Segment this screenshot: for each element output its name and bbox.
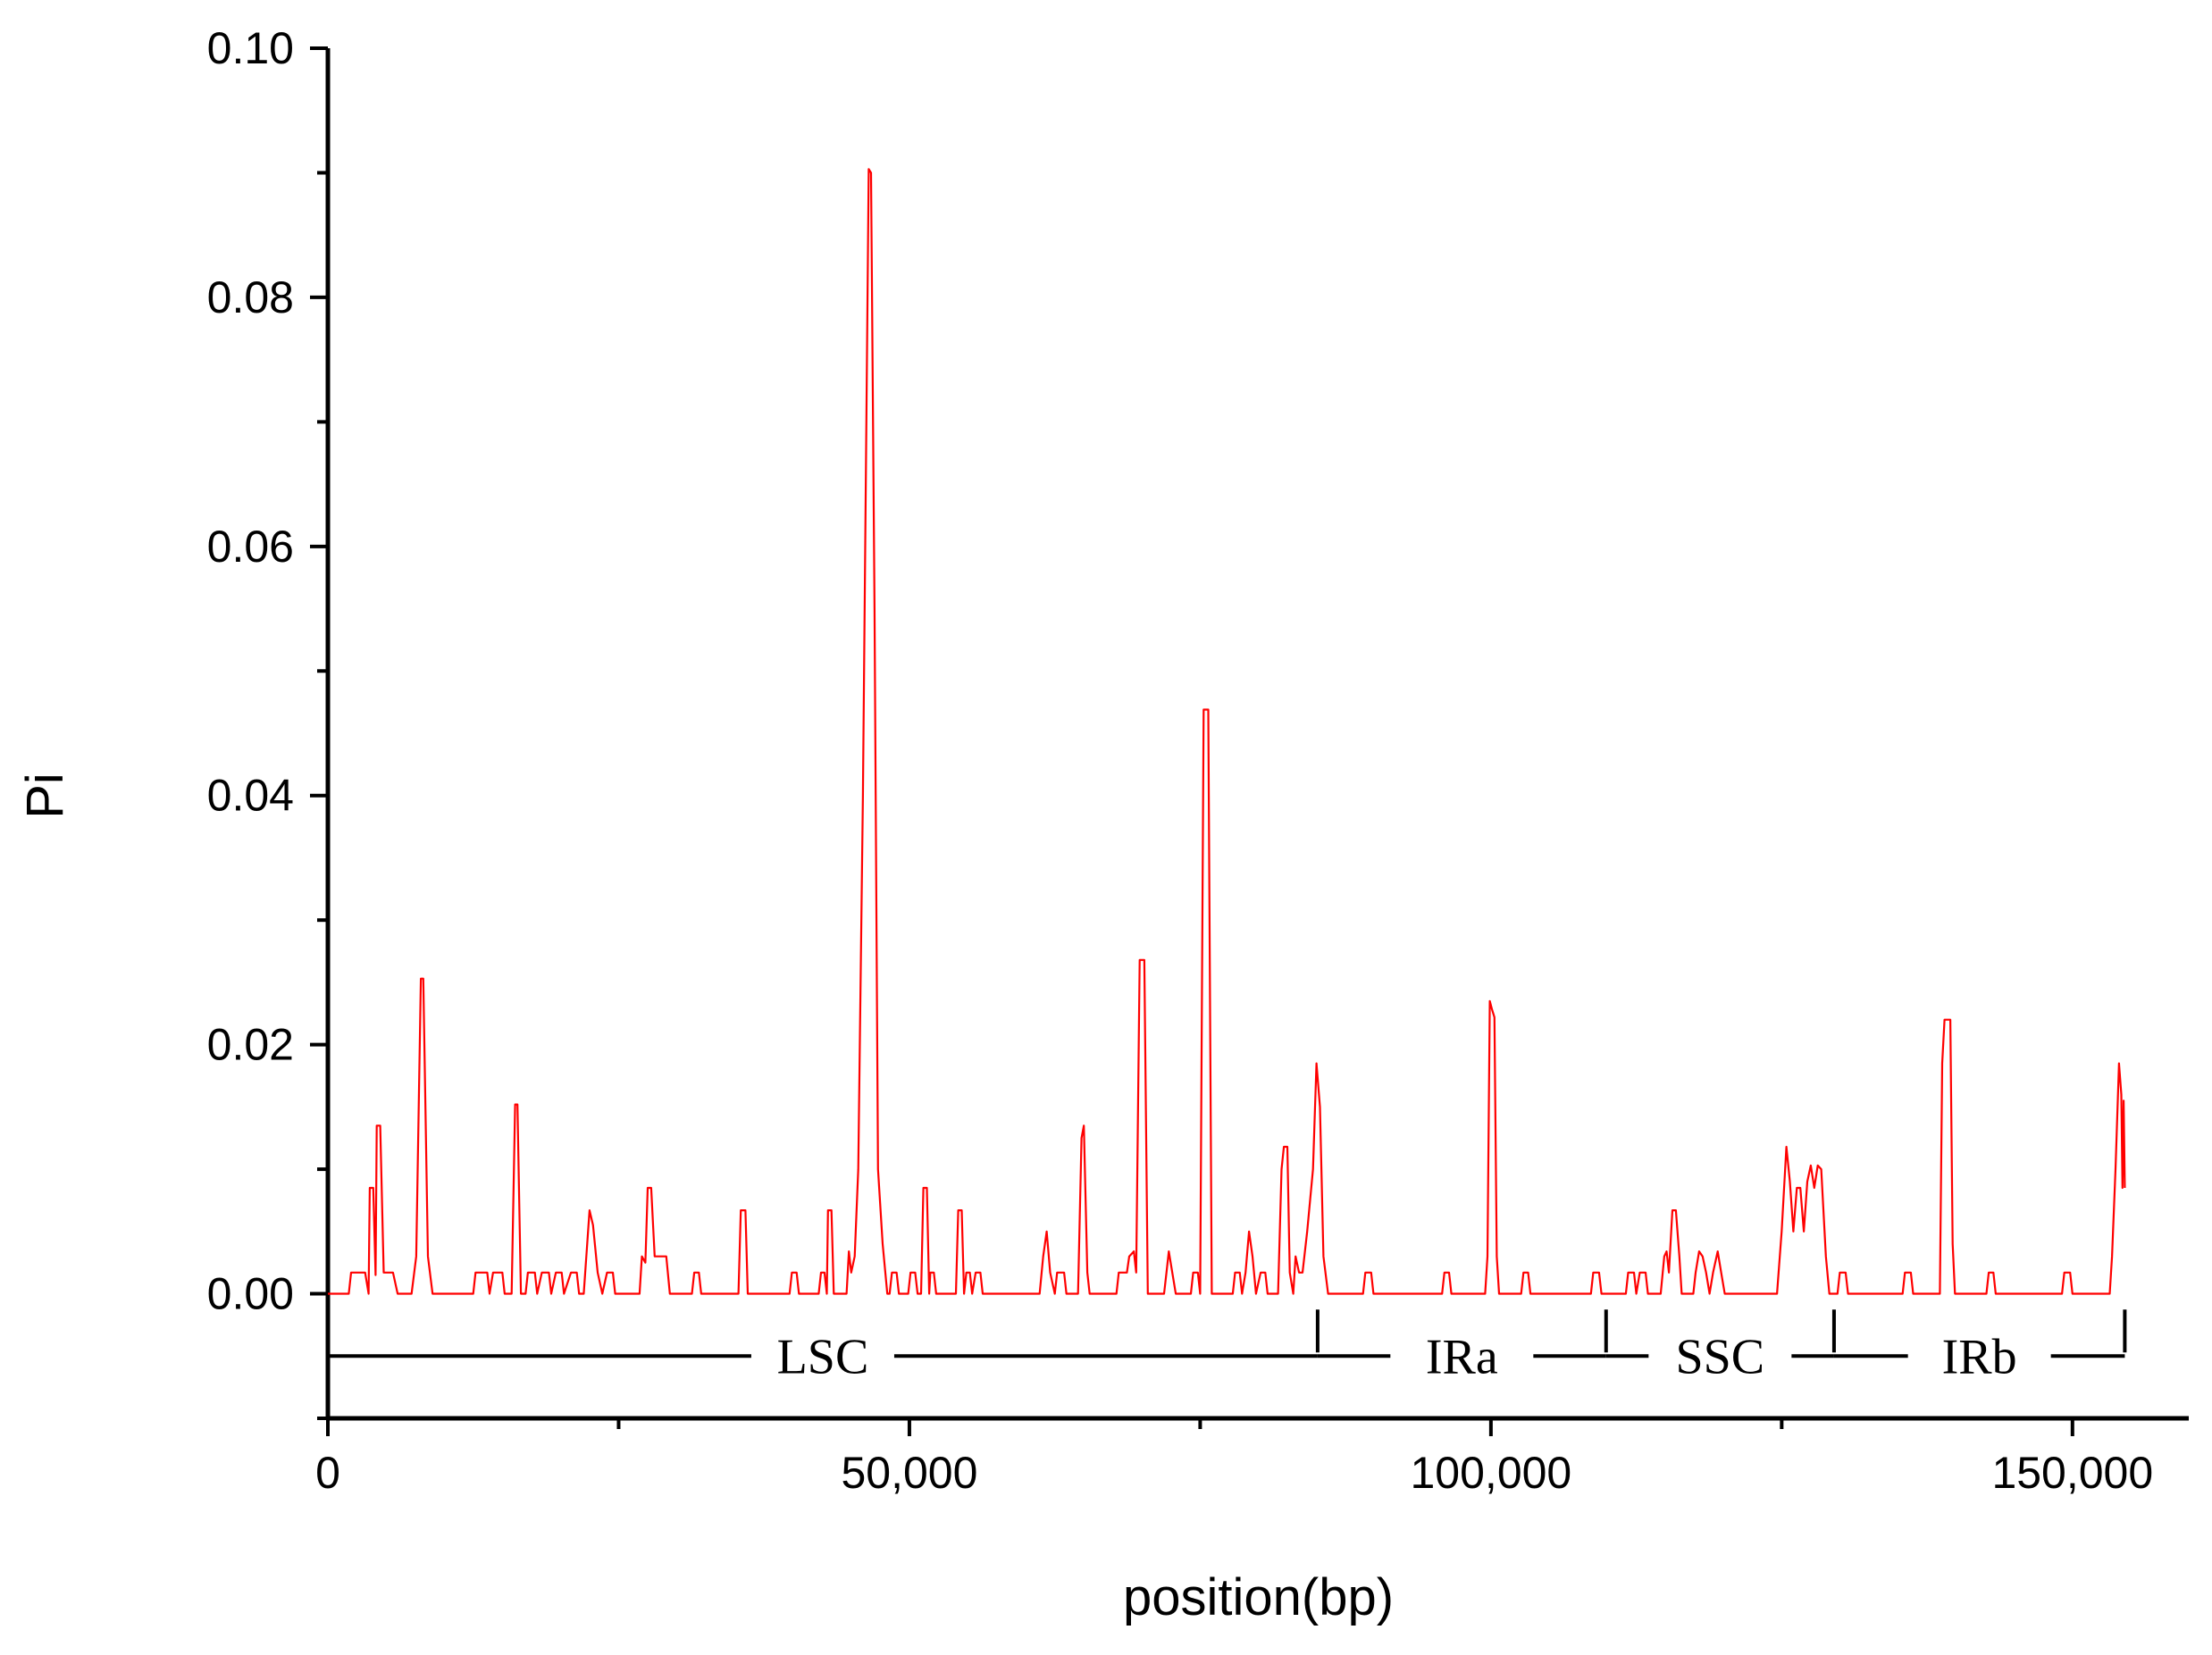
x-axis-title: position(bp) — [1123, 1568, 1394, 1626]
y-tick-label: 0.10 — [207, 23, 294, 73]
y-tick-label: 0.02 — [207, 1020, 294, 1070]
region-annotations: LSC IRa SSC IRb — [328, 1309, 2127, 1384]
x-ticks: 0 50,000 100,000 150,000 — [315, 1418, 2153, 1498]
x-tick-label: 0 — [315, 1448, 340, 1498]
x-tick-label: 100,000 — [1411, 1448, 1572, 1498]
region-label-ssc: SSC — [1676, 1329, 1765, 1384]
y-tick-label: 0.06 — [207, 522, 294, 572]
y-axis-title: Pi — [16, 773, 74, 819]
y-tick-label: 0.08 — [207, 272, 294, 322]
axes — [325, 48, 2189, 1421]
series-layer — [328, 168, 2126, 1295]
region-label-irb: IRb — [1942, 1329, 2017, 1384]
x-tick-label: 150,000 — [1991, 1448, 2153, 1498]
region-label-ira: IRa — [1426, 1329, 1498, 1384]
pi-series-line — [328, 168, 2126, 1295]
y-ticks: 0.00 0.02 0.04 0.06 0.08 0.10 — [207, 23, 328, 1420]
region-label-lsc: LSC — [777, 1329, 869, 1384]
y-tick-label: 0.00 — [207, 1269, 294, 1319]
y-tick-label: 0.04 — [207, 771, 294, 821]
x-tick-label: 50,000 — [841, 1448, 977, 1498]
